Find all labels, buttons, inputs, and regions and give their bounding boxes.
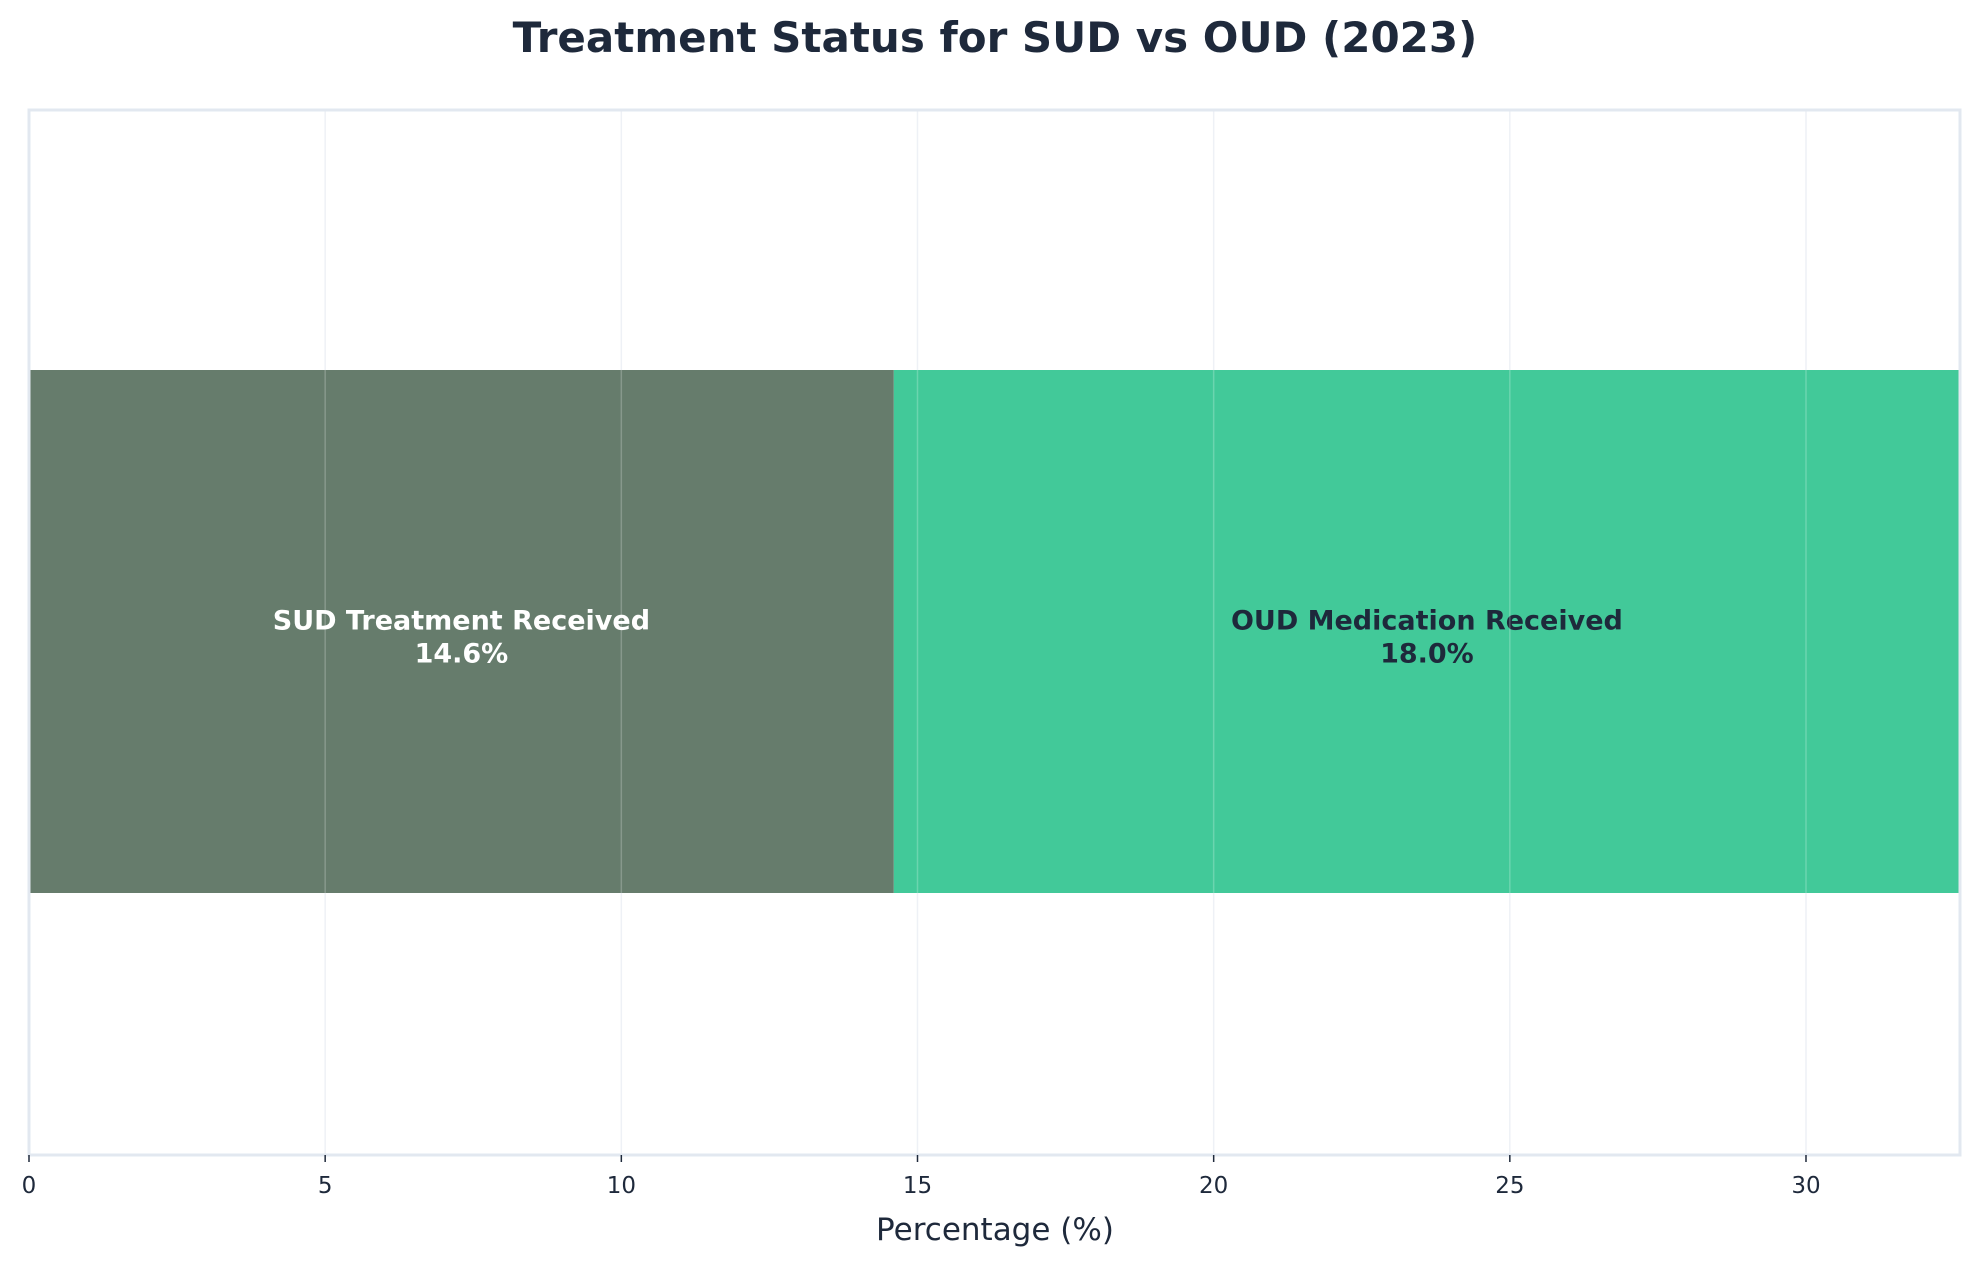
x-tick-label-15: 15 — [903, 1173, 932, 1199]
x-tick-label-10: 10 — [607, 1173, 636, 1199]
bar-label-name-1: SUD Treatment Received — [273, 606, 650, 637]
x-tick-label-0: 0 — [22, 1173, 37, 1199]
x-tick-label-30: 30 — [1791, 1173, 1820, 1199]
bar-label-name-2: OUD Medication Received — [1231, 606, 1623, 637]
plot-frame — [27, 108, 1962, 1157]
x-tick-label-20: 20 — [1199, 1173, 1228, 1199]
x-axis-label: Percentage (%) — [876, 1212, 1114, 1248]
chart-title: Treatment Status for SUD vs OUD (2023) — [513, 13, 1478, 62]
bar-label-value-2: 18.0% — [1380, 639, 1474, 670]
bar-segment-2 — [893, 370, 1960, 893]
x-tick-label-5: 5 — [318, 1173, 333, 1199]
bar-label-value-1: 14.6% — [415, 639, 509, 670]
bar-segment-1 — [29, 370, 894, 893]
x-tick-label-25: 25 — [1495, 1173, 1524, 1199]
x-axis-ticks: 0 5 10 15 20 25 30 — [22, 1155, 1821, 1199]
